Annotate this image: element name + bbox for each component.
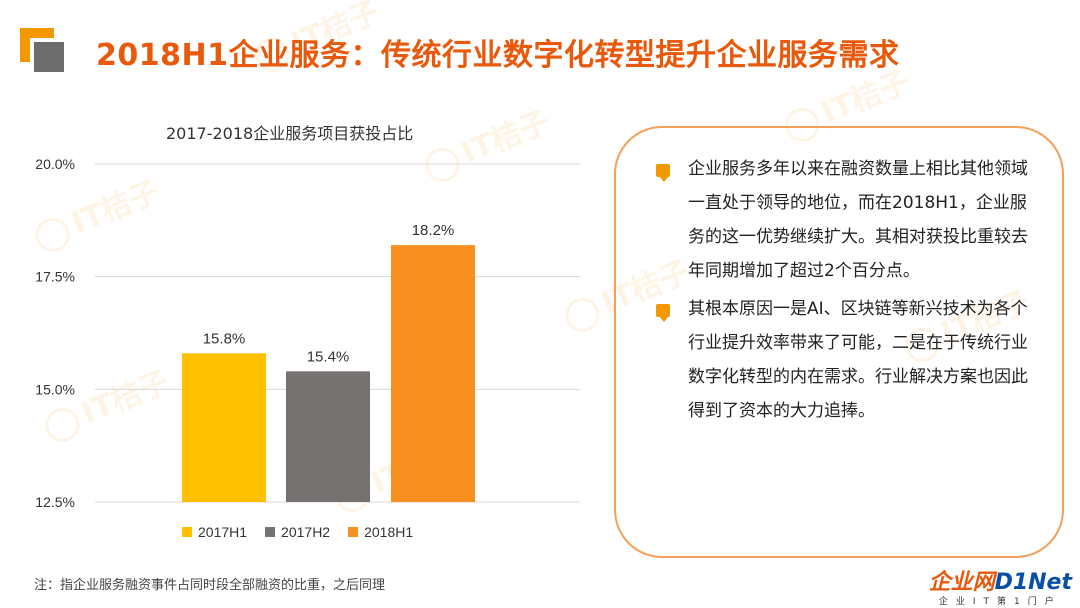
speech-bubble-icon	[656, 164, 670, 182]
summary-box: 企业服务多年以来在融资数量上相比其他领域一直处于领导的地位，而在2018H1，企…	[614, 126, 1064, 558]
legend-swatch	[265, 527, 276, 537]
chart-title: 2017-2018企业服务项目获投占比	[166, 124, 414, 143]
bar-chart: 20.0% 17.5% 15.0% 12.5% 15.8% 15.4% 18.2%	[35, 156, 580, 510]
y-tick-label: 17.5%	[35, 269, 75, 285]
legend-label: 2018H1	[364, 524, 414, 540]
bar-2017H1	[182, 353, 266, 502]
legend-item: 2017H2	[265, 524, 330, 540]
bar-2018H1	[391, 245, 475, 502]
legend-label: 2017H1	[198, 524, 248, 540]
logo	[20, 28, 76, 84]
legend-item: 2018H1	[348, 524, 413, 540]
bar-2017H2	[286, 371, 370, 502]
chart-legend: 2017H1 2017H2 2018H1	[182, 524, 413, 540]
legend-label: 2017H2	[281, 524, 331, 540]
summary-paragraph: 企业服务多年以来在融资数量上相比其他领域一直处于领导的地位，而在2018H1，企…	[656, 152, 1036, 288]
data-label: 18.2%	[412, 222, 455, 239]
legend-item: 2017H1	[182, 524, 247, 540]
summary-text: 企业服务多年以来在融资数量上相比其他领域一直处于领导的地位，而在2018H1，企…	[688, 159, 1028, 281]
legend-swatch	[182, 527, 192, 537]
page-title: 2018H1企业服务：传统行业数字化转型提升企业服务需求	[96, 38, 900, 73]
y-tick-label: 12.5%	[35, 494, 75, 510]
y-tick-label: 15.0%	[35, 381, 75, 397]
data-label: 15.4%	[307, 348, 350, 365]
summary-paragraph: 其根本原因一是AI、区块链等新兴技术为各个行业提升效率带来了可能，二是在于传统行…	[656, 292, 1036, 428]
footnote: 注：指企业服务融资事件占同时段全部融资的比重，之后同理	[34, 578, 386, 593]
y-tick-label: 20.0%	[35, 156, 75, 172]
brand-logo: 企业网D1Net 企业IT第1门户	[928, 570, 1072, 607]
summary-text: 其根本原因一是AI、区块链等新兴技术为各个行业提升效率带来了可能，二是在于传统行…	[688, 299, 1028, 421]
data-label: 15.8%	[203, 330, 246, 347]
speech-bubble-icon	[656, 304, 670, 322]
legend-swatch	[348, 527, 359, 537]
